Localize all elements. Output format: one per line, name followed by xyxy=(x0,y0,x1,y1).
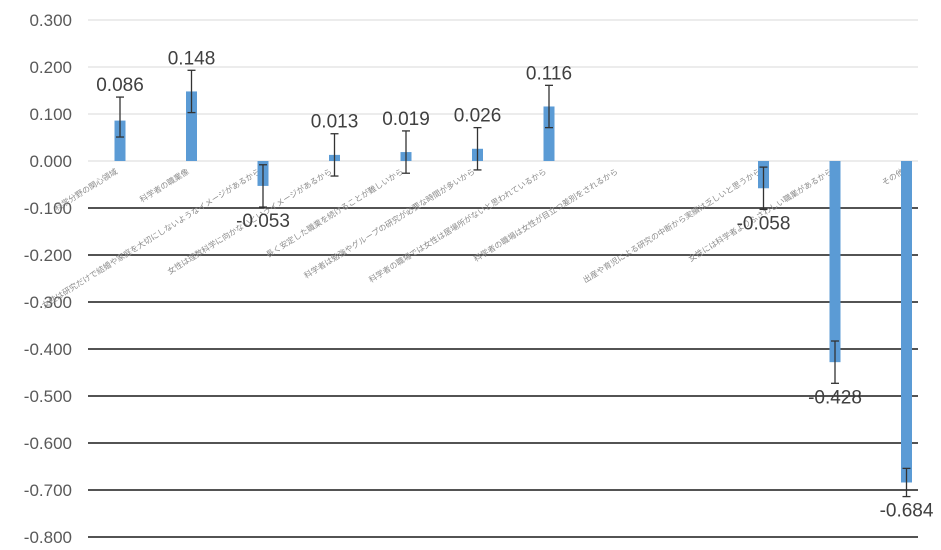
y-tick-label: -0.800 xyxy=(24,528,72,547)
bar xyxy=(901,161,912,483)
data-label: 0.026 xyxy=(454,106,502,127)
error-bar xyxy=(187,69,196,114)
y-tick-label: -0.600 xyxy=(24,434,72,453)
error-bars xyxy=(116,69,911,498)
y-tick-label: 0.100 xyxy=(29,105,72,124)
y-tick-label: -0.700 xyxy=(24,481,72,500)
data-label: 0.148 xyxy=(168,48,216,69)
category-label: 科学者の職場は女性が目立つ差別をされるから xyxy=(472,166,620,264)
y-tick-label: -0.100 xyxy=(24,199,72,218)
data-label: 0.086 xyxy=(96,75,144,96)
y-tick-label: 0.200 xyxy=(29,58,72,77)
bars xyxy=(114,91,912,483)
error-bar xyxy=(473,126,482,171)
bar xyxy=(543,106,555,161)
data-label: -0.053 xyxy=(236,211,290,232)
error-bar xyxy=(759,166,768,211)
data-label: 0.019 xyxy=(382,109,430,130)
error-bar xyxy=(902,467,911,498)
error-bar xyxy=(116,96,124,138)
error-bar xyxy=(330,133,339,177)
category-label: 科学者の職業像 xyxy=(138,166,191,204)
bar xyxy=(829,161,841,363)
data-label: -0.058 xyxy=(737,213,791,234)
y-tick-label: -0.200 xyxy=(24,246,72,265)
category-label: 科学分野の関心領域 xyxy=(53,166,119,213)
bar xyxy=(186,91,197,161)
y-tick-label: -0.500 xyxy=(24,387,72,406)
bar xyxy=(114,120,126,161)
data-label: -0.684 xyxy=(880,501,934,522)
y-tick-label: 0.000 xyxy=(29,152,72,171)
error-bar xyxy=(831,340,839,384)
data-label: 0.116 xyxy=(526,63,572,84)
error-bar xyxy=(545,84,553,129)
error-bar xyxy=(402,130,410,174)
data-label: 0.013 xyxy=(311,112,359,133)
error-bar xyxy=(259,164,267,208)
y-tick-label: -0.400 xyxy=(24,340,72,359)
data-label: -0.428 xyxy=(808,387,862,408)
y-tick-label: -0.300 xyxy=(24,293,72,312)
y-axis-ticks: 0.300 0.200 0.100 0.000 -0.100 -0.200 -0.300 -0… xyxy=(24,11,72,547)
category-labels: 科学分野の関心領域 科学者の職業像女性は研究だけで結婚や家庭を大切にしないようなイ… xyxy=(40,166,906,310)
gridlines xyxy=(88,19,918,538)
y-tick-label: 0.300 xyxy=(29,11,72,30)
data-labels: 0.086 0.148 -0.053 0.013 0.019 0.026 0.116 -0.0… xyxy=(96,48,934,522)
